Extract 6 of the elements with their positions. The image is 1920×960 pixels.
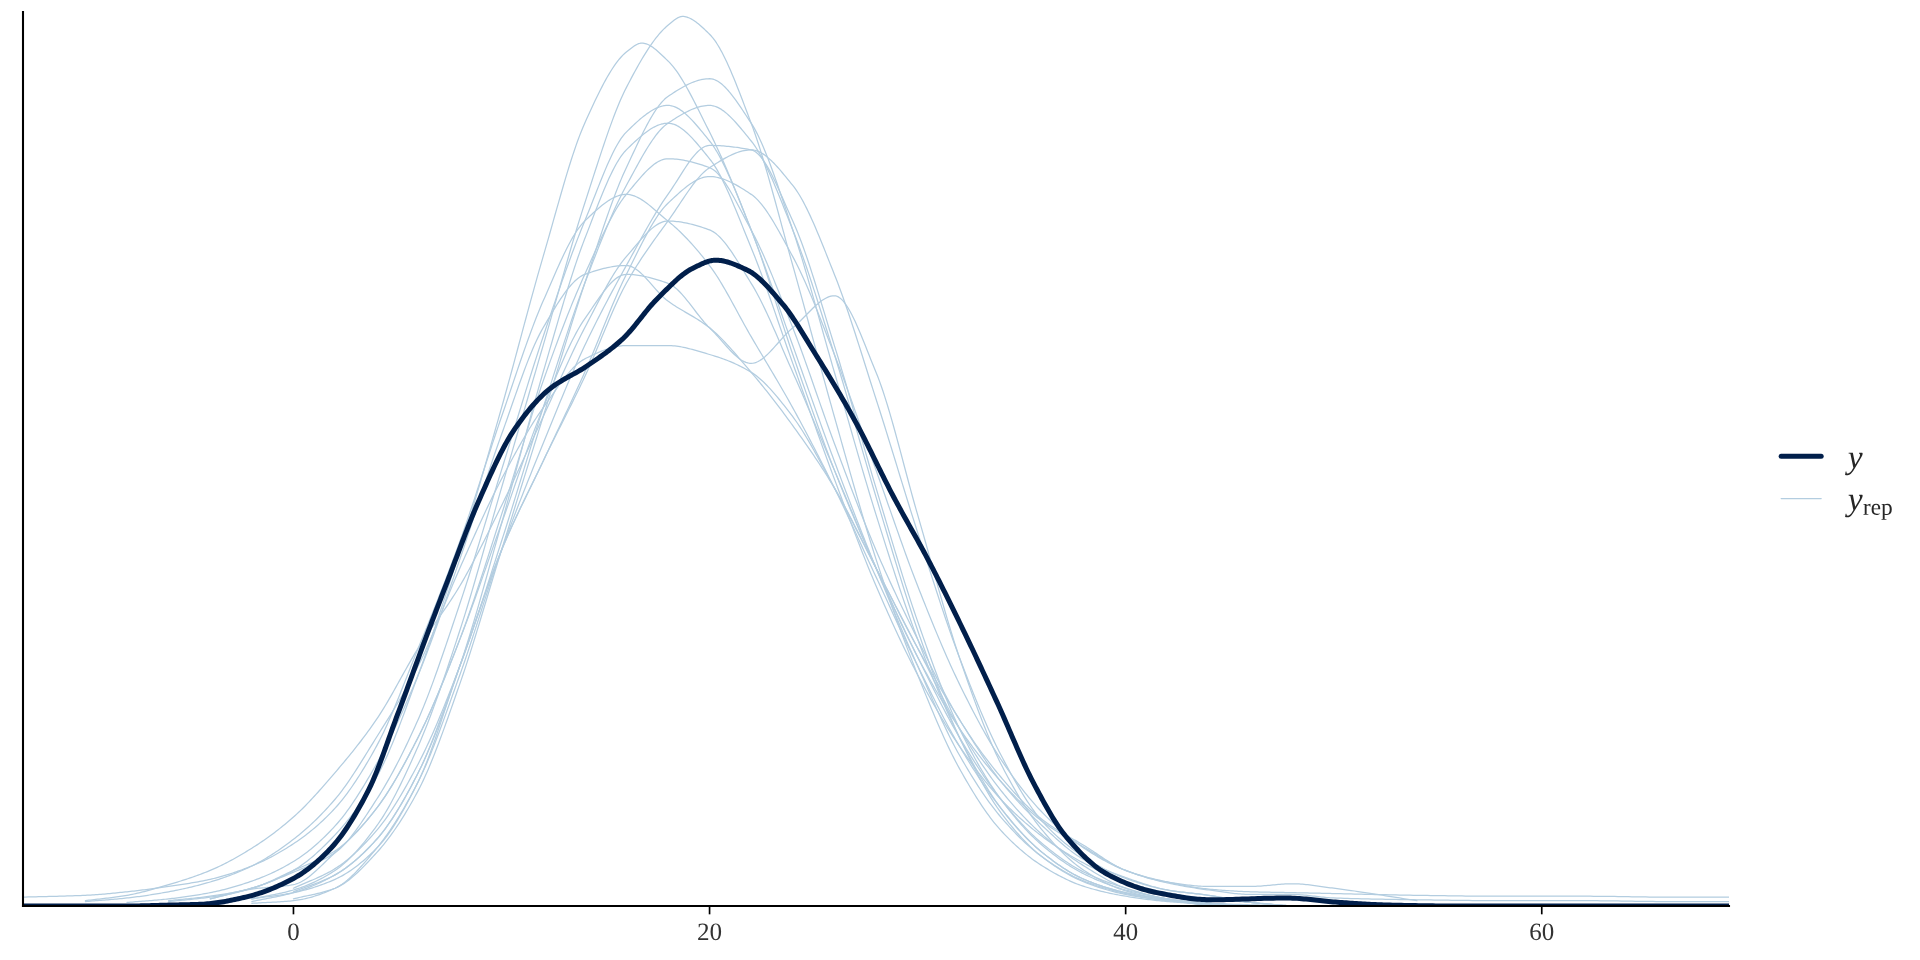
x-tick-label: 60 <box>1530 923 1554 941</box>
x-tick-label: 0 <box>288 923 299 941</box>
legend-label: y$_{rep}$ <box>1845 494 1892 520</box>
x-tick-label: 40 <box>1113 923 1138 941</box>
legend-label: y <box>1845 452 1863 476</box>
x-tick-label: 20 <box>698 923 722 941</box>
